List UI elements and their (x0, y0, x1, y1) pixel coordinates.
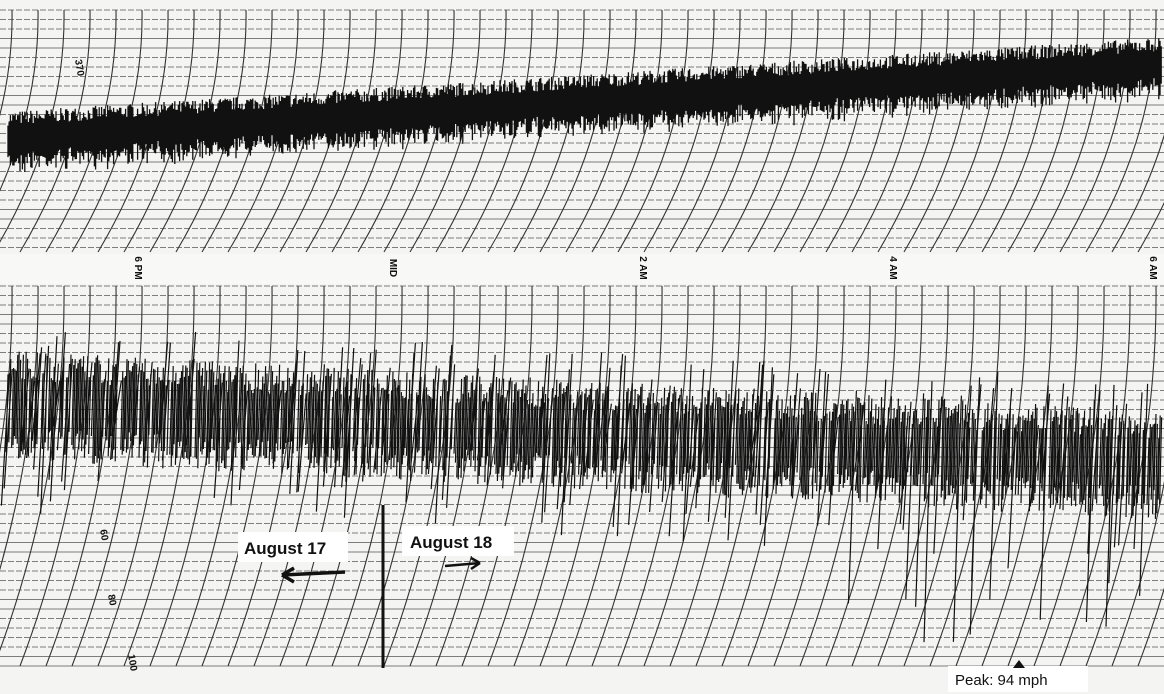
time-arc (1085, 9, 1157, 253)
time-arc (617, 9, 689, 253)
scale-label: 80 (105, 594, 118, 607)
time-arc (435, 285, 507, 667)
scale-label: 100 (125, 654, 139, 673)
time-arc (305, 285, 377, 667)
time-arc (97, 285, 169, 667)
time-arc (331, 285, 403, 667)
time-label: 4 AM (887, 256, 898, 280)
trace-bottom (0, 331, 1163, 643)
time-arc (1033, 9, 1105, 253)
time-arc (201, 285, 273, 667)
time-arc (981, 9, 1053, 253)
time-arc (0, 285, 39, 571)
label-box (238, 532, 348, 562)
time-arc (721, 285, 793, 667)
label-box (402, 526, 514, 556)
time-label: MID (387, 259, 398, 277)
time-arc (773, 9, 845, 253)
time-arc (929, 9, 1001, 253)
time-label: 6 PM (132, 256, 143, 279)
chart-labels: 6 PM MID 2 AM 4 AM 6 AM 370 60 80 100 (72, 59, 1158, 673)
separator-band (0, 254, 1164, 284)
time-arc (539, 9, 611, 253)
time-label: 6 AM (1147, 256, 1158, 280)
time-arc (0, 9, 13, 117)
time-arc (227, 285, 299, 667)
time-arc (175, 285, 247, 667)
time-arc (253, 285, 325, 667)
wind-trace (0, 38, 1163, 643)
time-arc (877, 9, 949, 253)
time-arc (409, 285, 481, 667)
time-arc (955, 285, 1027, 667)
time-arc (19, 285, 91, 667)
time-arc (1059, 9, 1131, 253)
arrow-right (444, 556, 481, 571)
time-arc (279, 285, 351, 667)
time-arc (0, 285, 65, 652)
time-arc (435, 9, 507, 253)
label-box (948, 666, 1088, 692)
time-arc (747, 9, 819, 253)
peak-label: Peak: 94 mph (955, 672, 1048, 689)
time-arc (1111, 133, 1164, 253)
time-arc (1111, 480, 1164, 667)
trace-top (7, 38, 1162, 172)
time-arc (71, 285, 143, 667)
time-arc (357, 285, 429, 667)
time-arc (825, 9, 897, 253)
time-arc (0, 285, 13, 453)
date-label: August 18 (410, 533, 492, 552)
time-arc (851, 9, 923, 253)
time-arc (669, 9, 741, 253)
time-arc (487, 285, 559, 667)
time-arc (1007, 285, 1079, 667)
time-arc (539, 285, 611, 667)
time-arc (1137, 587, 1164, 667)
time-arc (45, 285, 117, 667)
date-label: August 17 (244, 539, 326, 558)
time-arc (123, 285, 195, 667)
arrow-left (281, 566, 346, 584)
time-arc (591, 9, 663, 253)
time-label: 2 AM (637, 256, 648, 280)
time-arc (513, 285, 585, 667)
time-arc (643, 9, 715, 253)
peak-marker (1013, 660, 1025, 668)
scale-label: 370 (72, 59, 86, 78)
time-arc (799, 9, 871, 253)
time-arc (149, 285, 221, 667)
time-arc (955, 9, 1027, 253)
scale-label: 60 (97, 529, 110, 542)
time-arc (513, 9, 585, 253)
time-arc (903, 9, 975, 253)
time-arc (721, 9, 793, 253)
time-arc (591, 285, 663, 667)
time-arc (1007, 9, 1079, 253)
time-arc (695, 9, 767, 253)
time-arc (1137, 201, 1164, 253)
time-arc (565, 9, 637, 253)
